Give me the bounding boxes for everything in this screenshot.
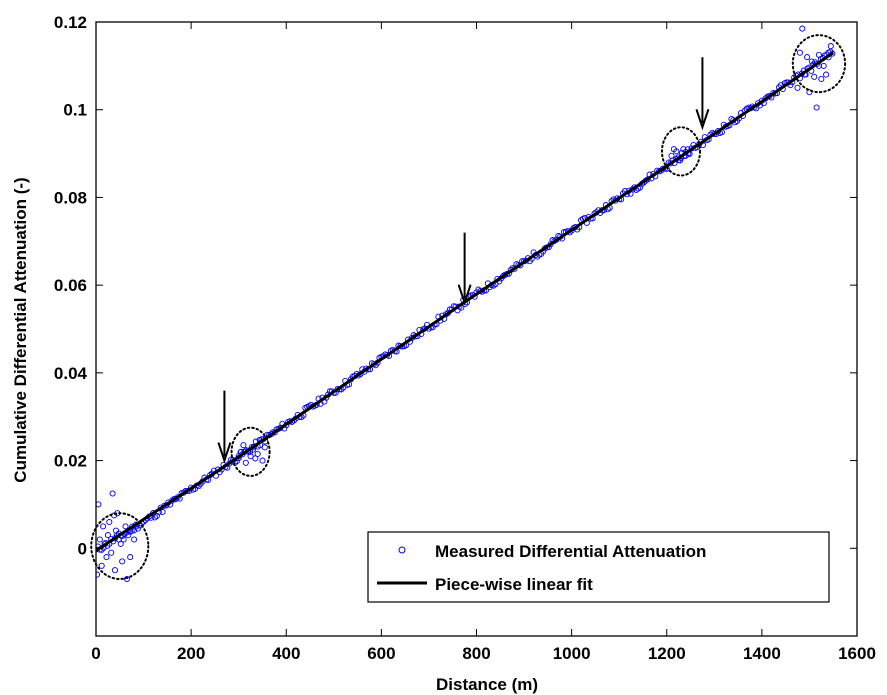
y-tick-label: 0.04 [54,364,88,383]
measured-point [96,571,101,578]
dotted-circle [791,34,847,94]
x-tick-label: 200 [177,644,205,663]
x-tick-label: 1200 [648,644,686,663]
legend-box [367,531,830,603]
measured-point [111,567,119,574]
measured-point [103,554,110,561]
measured-point [98,562,105,569]
measured-point [811,73,818,80]
measured-point [96,536,103,543]
dotted-circle [230,426,271,477]
measured-point [815,51,822,58]
measured-point [808,58,815,65]
measured-point [108,549,115,556]
y-tick-label: 0.02 [54,452,87,471]
legend-label-measured: Measured Differential Attenuation [435,542,706,561]
measured-point [151,514,159,521]
measured-point [117,540,124,547]
measured-point [106,518,113,526]
measured-point [240,442,247,449]
measured-point [159,508,166,515]
y-tick-label: 0.1 [63,101,87,120]
measured-point [131,536,138,543]
y-tick-label: 0 [78,539,87,558]
measured-point [259,457,266,464]
measured-point [261,444,268,451]
measured-point [119,558,126,565]
x-tick-label: 400 [272,644,300,663]
measured-point [125,532,132,539]
measured-point [96,501,102,508]
measured-point [254,450,261,458]
measured-point [123,575,130,583]
measured-point [668,152,675,159]
legend: Measured Differential Attenuation Piece-… [367,531,830,603]
measured-point [673,148,680,155]
y-tick-label: 0.06 [54,276,87,295]
measured-point [799,25,806,32]
x-tick-label: 600 [367,644,395,663]
plot-area [90,25,847,583]
measured-point [127,554,134,561]
axes: 0 200 400 600 800 1000 1200 1400 1600 0 0.02 0.04 0.… [54,13,876,663]
measured-point [680,146,687,153]
measured-point [820,62,827,69]
measured-point [120,536,127,543]
measured-point [806,89,813,96]
legend-label-fit: Piece-wise linear fit [435,575,593,594]
y-axis-title: Cumulative Differential Attenuation (-) [11,177,30,482]
fit-line [96,51,835,552]
x-tick-label: 0 [91,644,100,663]
x-tick-label: 1400 [743,644,781,663]
legend-marker-measured [398,546,406,554]
x-tick-label: 1600 [838,644,876,663]
y-tick-label: 0.12 [54,13,87,32]
arrow-head [457,284,472,306]
x-axis-title: Distance (m) [436,675,538,694]
measured-point [109,490,116,497]
y-tick-label: 0.08 [54,188,87,207]
x-tick-label: 800 [462,644,490,663]
measured-point [796,49,803,56]
measured-point [242,459,249,466]
measured-point [104,532,111,539]
dotted-circle [660,126,702,177]
measured-point [827,43,834,50]
x-tick-label: 1000 [553,644,591,663]
measured-point [813,104,820,111]
measured-point [794,84,801,91]
measured-point [112,527,120,534]
measured-point [823,71,830,78]
arrow-head [217,442,232,464]
dotted-circle [90,512,150,580]
measured-point [122,523,129,530]
measured-point [100,523,107,530]
arrow-head [695,108,710,131]
measured-point [818,75,825,83]
measured-point [153,512,160,519]
measured-point [804,54,811,61]
